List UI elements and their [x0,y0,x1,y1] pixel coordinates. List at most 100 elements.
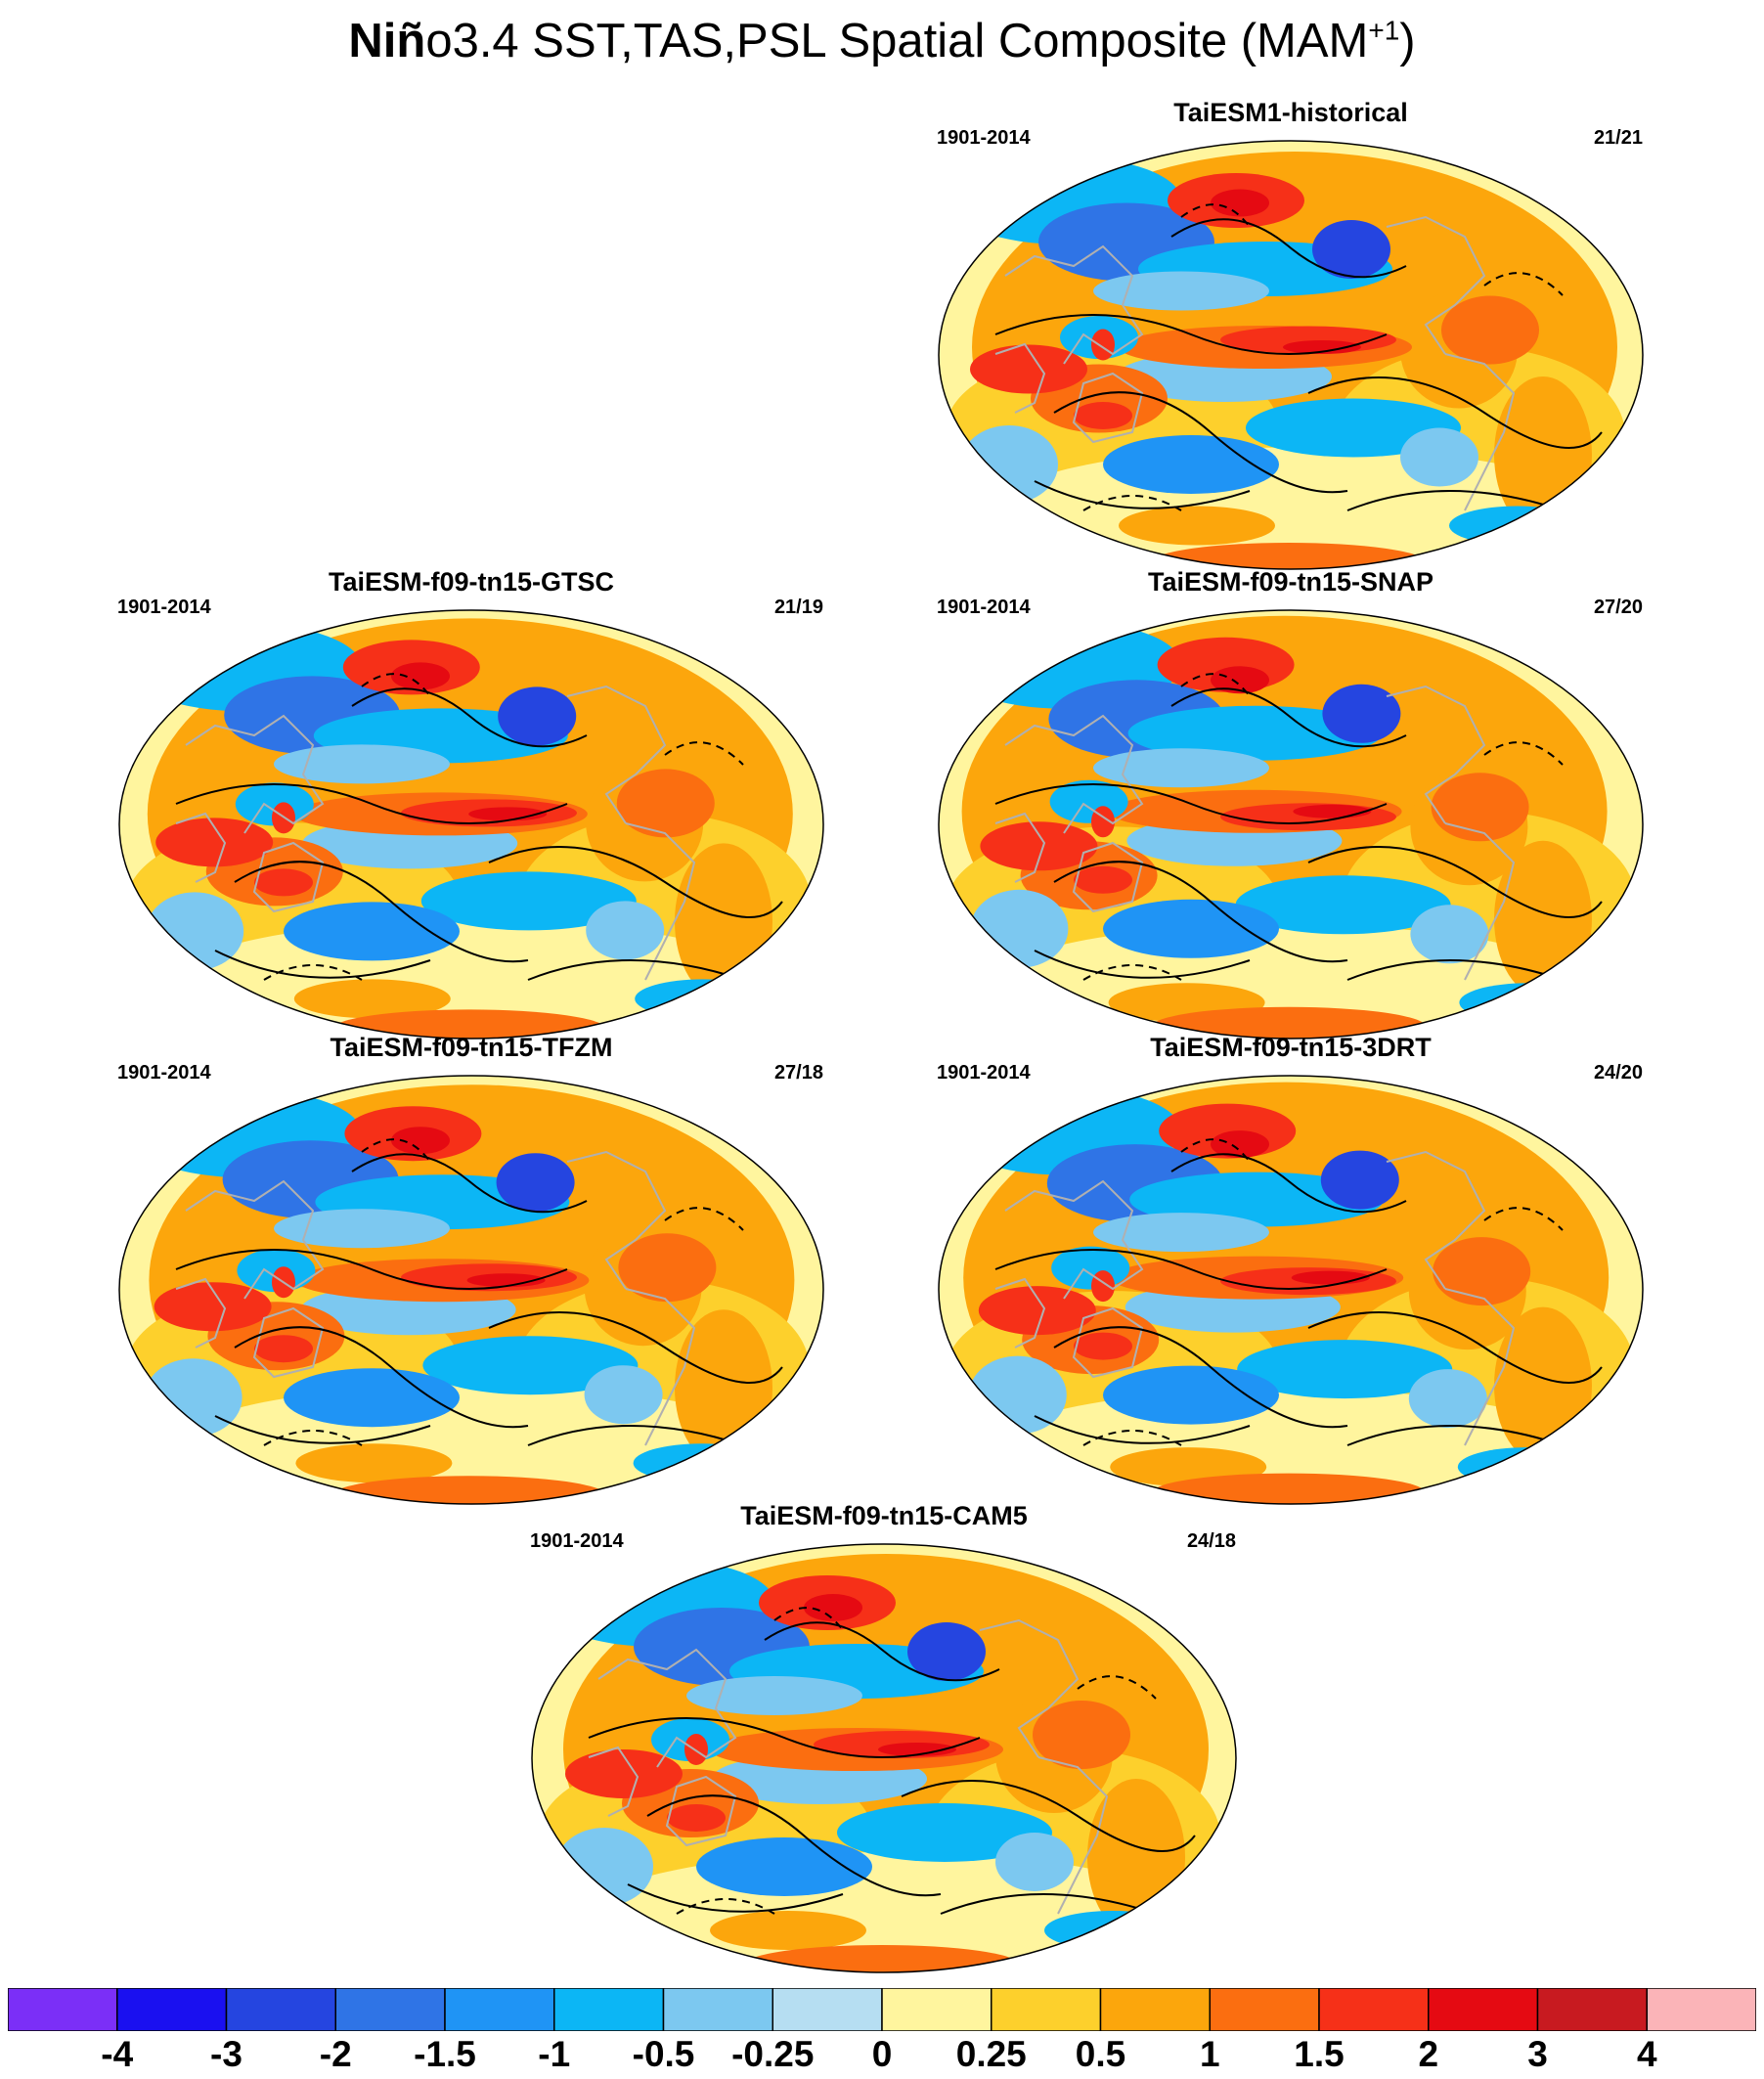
anomaly-region [1441,295,1539,365]
coastline [252,841,325,913]
figure-title: Niño3.4 SST,TAS,PSL Spatial Composite (M… [348,15,1416,67]
colorbar-swatch [991,1988,1102,2031]
map-svg [118,1075,824,1505]
colorbar-tick-label: 4 [1636,2034,1657,2074]
anomaly-region [1459,983,1597,1023]
anomaly-region [1293,804,1372,818]
anomaly-region [1103,435,1279,494]
anomaly-region [555,1828,653,1906]
anomaly-region [1235,875,1451,935]
psl-contour-negative [664,1207,744,1231]
anomaly-region [1093,1213,1269,1253]
composite-map [937,139,1645,571]
anomaly-region [1093,748,1269,788]
anomaly-region [960,425,1058,504]
psl-contour [351,1153,588,1214]
map-svg [118,609,824,1040]
map-outline [938,609,1644,1040]
colorbar-swatch [772,1988,883,2031]
anomaly-region [332,1476,606,1504]
coastline [1444,1288,1516,1446]
panel-count: 21/19 [773,597,823,618]
anomaly-region [995,1833,1074,1891]
colorbar-tick-label: -0.25 [731,2034,815,2074]
psl-contour [1034,950,1251,979]
coastline [566,1150,667,1290]
panel-snap: TaiESM-f09-tn15-SNAP 1901-2014 27/20 [937,567,1645,1040]
anomaly-region [565,1749,683,1798]
anomaly-region [1408,1369,1487,1429]
anomaly-region [274,1209,450,1249]
psl-contour [1053,1326,1348,1429]
coastline [597,1648,737,1768]
psl-contour [994,783,1388,824]
anomaly-region [1312,220,1390,279]
anomaly-region [745,1945,1019,1972]
anomaly-region [1074,402,1132,429]
psl-contour [588,1717,981,1758]
anomaly-region [980,821,1098,871]
coastline [1444,353,1516,511]
anomaly-region [1091,1270,1115,1303]
anomaly-region [293,979,451,1019]
anomaly-region [1093,271,1269,311]
colorbar-tick-label: -4 [101,2034,134,2074]
coastline [1004,1179,1144,1300]
colorbar-swatch [1536,1988,1648,2031]
coastline [1037,1756,1109,1915]
anomaly-region [420,871,637,931]
anomaly-region [696,1837,872,1896]
coastline [185,1179,325,1300]
map-outline [938,140,1644,570]
coastline [1004,244,1144,365]
anomaly-region [804,1594,862,1621]
map-svg [531,1543,1237,1973]
psl-contour [1307,376,1603,449]
anomaly-region [667,1804,726,1832]
colorbar-tick-label: -1.5 [414,2034,476,2074]
anomaly-region [684,1734,708,1765]
panel-title: TaiESM-f09-tn15-GTSC [328,567,615,597]
anomaly-region [1433,1237,1531,1306]
coastline [1072,841,1144,913]
anomaly-region [710,1911,866,1950]
coastline [979,1618,1080,1758]
panel-count: 27/20 [1593,597,1643,618]
anomaly-region [616,769,715,838]
anomaly-region [146,892,244,971]
psl-contour [1307,1311,1603,1384]
psl-contour [175,783,568,824]
panel-years: 1901-2014 [117,597,211,618]
psl-contour [527,959,744,981]
psl-contour [1346,959,1564,981]
anomaly-region [970,344,1087,394]
anomaly-region [1103,899,1279,958]
psl-contour [1170,687,1407,748]
psl-contour [627,1883,844,1913]
panel-tfzm: TaiESM-f09-tn15-TFZM 1901-2014 27/18 [117,1033,825,1506]
anomaly-region [422,1336,639,1395]
anomaly-region [332,1009,606,1039]
panel-taiesm1-historical: TaiESM1-historical 1901-2014 21/21 [937,98,1645,571]
anomaly-region [391,1127,450,1155]
coastline [994,812,1046,883]
psl-contour [1307,846,1603,918]
psl-contour [488,846,783,918]
anomaly-region [1410,905,1489,964]
psl-contour [234,861,529,963]
panel-count: 27/18 [773,1062,823,1084]
psl-contour [1346,1425,1564,1446]
panel-count: 24/20 [1593,1062,1643,1084]
anomaly-region [978,1286,1096,1336]
psl-contour-negative [1483,741,1564,766]
anomaly-region [1127,705,1383,761]
psl-contour-negative [361,673,431,697]
composite-map [937,1074,1645,1506]
anomaly-region [1103,1365,1279,1425]
anomaly-region [1211,189,1269,217]
anomaly-region [284,902,460,961]
anomaly-region [1051,1246,1130,1290]
colorbar-tick-label: 1.5 [1294,2034,1345,2074]
colorbar-tick-label: -3 [210,2034,243,2074]
anomaly-region [1322,684,1401,743]
